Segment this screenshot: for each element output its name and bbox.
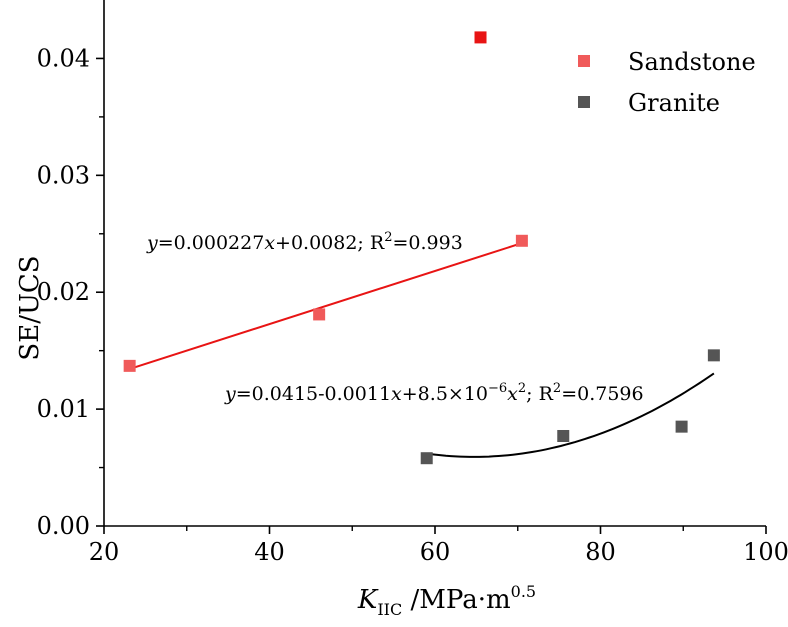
sandstone-point — [123, 359, 136, 372]
granite-point — [675, 420, 688, 433]
x-tick-label: 100 — [743, 538, 788, 566]
sandstone-fit-equation: y=0.000227x+0.0082; R2=0.993 — [146, 230, 463, 254]
ticks: 20 40 60 80 100 0.00 0.01 0.02 0.03 0.04 — [37, 44, 788, 566]
sandstone-point — [474, 31, 487, 44]
granite-point — [420, 452, 433, 465]
axes — [103, 0, 766, 527]
x-axis-title: KIIC /MPa·m0.5 — [357, 582, 536, 619]
granite-fit-line — [426, 372, 715, 458]
legend-marker-granite — [578, 96, 590, 108]
legend-label-sandstone: Sandstone — [628, 48, 756, 76]
y-tick-label: 0.00 — [37, 512, 90, 540]
legend-marker-sandstone — [578, 55, 590, 67]
fit-lines — [129, 242, 715, 458]
x-tick-label: 80 — [585, 538, 616, 566]
y-tick-label: 0.04 — [37, 44, 90, 72]
granite-point — [557, 429, 570, 442]
sandstone-fit-line — [129, 242, 523, 370]
sandstone-point — [313, 308, 326, 321]
legend: Sandstone Granite — [578, 48, 756, 117]
granite-fit-equation: y=0.0415-0.0011x+8.5×10−6x2; R2=0.7596 — [224, 381, 644, 405]
data-points — [123, 31, 720, 465]
x-tick-label: 20 — [89, 538, 120, 566]
legend-label-granite: Granite — [628, 89, 720, 117]
granite-point — [707, 349, 720, 362]
x-tick-label: 40 — [254, 538, 285, 566]
y-axis-title: SE/UCS — [15, 255, 45, 360]
y-tick-label: 0.03 — [37, 161, 90, 189]
y-tick-label: 0.02 — [37, 278, 90, 306]
x-tick-label: 60 — [420, 538, 451, 566]
sandstone-point — [515, 234, 528, 247]
y-tick-label: 0.01 — [37, 395, 90, 423]
